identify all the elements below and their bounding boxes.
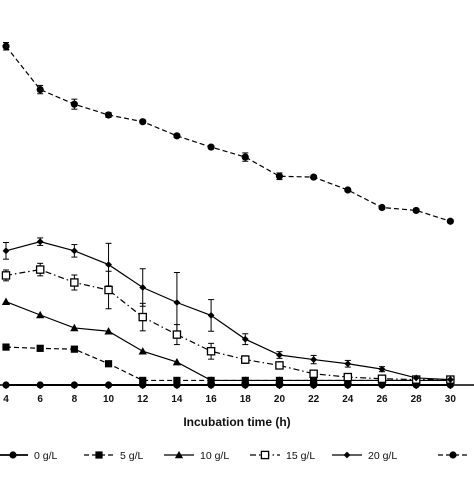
data-point (309, 369, 318, 378)
legend-label: 0 g/L (34, 450, 58, 462)
data-point (104, 111, 113, 119)
data-point (446, 376, 454, 384)
data-point (241, 335, 249, 343)
legend-swatch-marker (95, 451, 103, 459)
legend: 0 g/L 5 g/L 10 g/L 15 g/L 20 g/L (0, 450, 468, 462)
data-point (241, 153, 249, 161)
data-point (104, 285, 113, 295)
series-line (5, 241, 451, 381)
data-point (36, 310, 45, 319)
data-point (206, 376, 216, 384)
data-point (36, 344, 44, 352)
data-point (2, 381, 10, 389)
data-point (344, 186, 352, 194)
data-point (104, 360, 113, 368)
data-point (105, 261, 112, 269)
data-point (139, 284, 147, 291)
x-tick-label: 16 (206, 394, 218, 405)
legend-swatch-marker (343, 451, 351, 459)
data-point (172, 357, 182, 366)
legend-label: 15 g/L (286, 450, 315, 462)
data-point (275, 376, 284, 384)
data-point (2, 343, 10, 351)
data-point (344, 360, 352, 368)
data-point (173, 299, 181, 306)
data-point (139, 376, 147, 385)
data-point (343, 372, 353, 382)
data-point (207, 143, 215, 151)
data-point (412, 206, 420, 215)
x-tick-label: 18 (240, 394, 252, 405)
data-point (377, 374, 387, 383)
legend-swatch-marker (449, 451, 457, 459)
data-point (412, 374, 420, 382)
series-line (5, 268, 451, 381)
x-tick-label: 12 (137, 394, 149, 405)
data-point (70, 345, 78, 353)
data-point (446, 217, 454, 225)
data-point (139, 118, 147, 126)
data-point (70, 381, 78, 389)
data-point (1, 271, 11, 280)
series-line (5, 301, 451, 382)
legend-label: 10 g/L (200, 450, 229, 462)
data-point (173, 132, 181, 140)
data-point (104, 327, 113, 335)
data-point (309, 376, 318, 384)
data-point (378, 203, 386, 212)
x-tick-label: 20 (274, 394, 286, 405)
legend-swatch-marker (260, 450, 270, 460)
data-point (241, 376, 250, 384)
legend-swatch-marker (9, 451, 17, 459)
data-point (70, 100, 78, 108)
data-point (138, 312, 147, 322)
x-tick-label: 6 (37, 394, 43, 405)
data-point (36, 238, 44, 246)
data-point (378, 365, 386, 373)
data-point (70, 278, 79, 287)
x-tick-label: 22 (308, 394, 320, 405)
data-point (275, 172, 284, 180)
x-tick-label: 30 (445, 394, 457, 405)
data-point (70, 247, 78, 255)
data-point (207, 311, 215, 319)
data-point (2, 247, 10, 255)
x-axis-title: Incubation time (h) (183, 415, 290, 429)
x-tick-label: 4 (3, 394, 9, 405)
legend-swatch-marker (174, 450, 184, 459)
legend-label: 20 g/L (368, 450, 397, 462)
data-point (70, 323, 79, 332)
data-point (206, 346, 216, 356)
series-lines-group (5, 45, 451, 386)
data-point (2, 42, 10, 50)
data-point (276, 351, 283, 359)
legend-label: 5 g/L (120, 450, 144, 462)
data-point (310, 173, 318, 181)
data-point (104, 381, 113, 389)
data-point (173, 376, 181, 385)
x-tick-label: 8 (72, 394, 78, 405)
data-point (275, 361, 284, 370)
data-point (1, 297, 11, 305)
error-bars-group (3, 42, 454, 382)
x-tick-label: 26 (376, 394, 388, 405)
data-point (310, 356, 318, 364)
x-tick-label: 28 (411, 394, 423, 405)
x-tick-label: 14 (171, 394, 183, 405)
data-point (36, 85, 44, 94)
data-point (36, 381, 44, 389)
data-point (138, 347, 147, 355)
data-point (172, 330, 182, 339)
series-line (5, 45, 451, 222)
markers-group (1, 42, 455, 389)
data-point (241, 355, 250, 364)
x-tick-label: 24 (342, 394, 354, 405)
tick-labels-group: 4 6 8 10 12 14 16 18 20 22 24 26 28 30 (3, 394, 456, 405)
data-point (35, 265, 45, 274)
x-tick-label: 10 (103, 394, 115, 405)
